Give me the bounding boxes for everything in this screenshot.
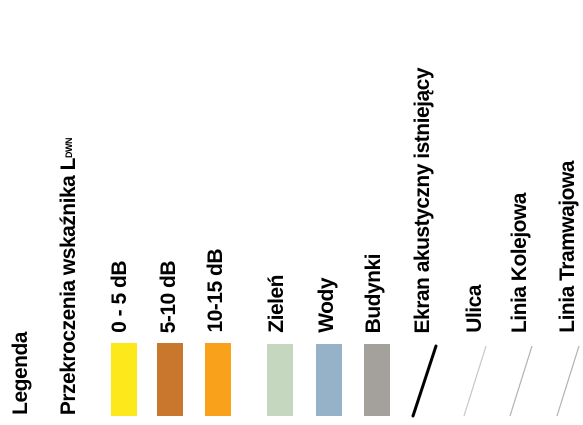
swatch-zielen	[267, 344, 293, 416]
swatch-budynki	[364, 344, 390, 416]
swatch-0-5db	[111, 343, 137, 416]
line-symbol-ekran-akustyczny	[411, 344, 438, 418]
swatch-wody	[316, 344, 342, 416]
line-symbol-ulica	[463, 345, 487, 417]
swatch-5-10db	[157, 343, 183, 416]
swatch-10-15db	[205, 343, 231, 416]
line-symbol-linia-tramwajowa	[556, 345, 580, 417]
line-symbol-linia-kolejowa	[509, 345, 533, 417]
